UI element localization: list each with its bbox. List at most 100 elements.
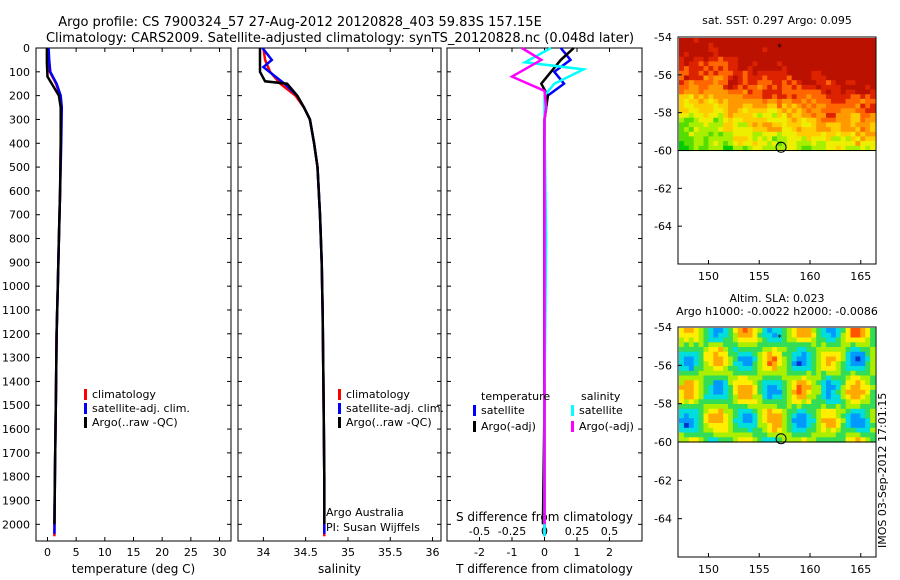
sla_map-cell xyxy=(777,370,783,377)
sst_map-cell xyxy=(791,70,798,77)
sst_map-cell xyxy=(835,47,842,53)
sla_map-cell xyxy=(723,437,729,443)
sst_map-cell xyxy=(835,42,842,48)
sla_map-cell xyxy=(752,370,758,377)
sla_map-cell xyxy=(767,423,773,429)
sla_map-cell xyxy=(855,385,861,391)
sla_map-cell xyxy=(732,332,739,339)
sst_map-cell xyxy=(850,66,856,72)
sst_map-ytick-label: -58 xyxy=(654,107,672,120)
sla_map-cell xyxy=(850,361,856,367)
sst_map-cell xyxy=(732,131,739,138)
sla_map-xtick-label: 155 xyxy=(749,563,770,576)
sst_map-cell xyxy=(835,75,842,81)
sla_map-cell xyxy=(777,413,783,419)
sst_map-cell xyxy=(870,145,876,152)
sla_map-cell xyxy=(781,366,788,372)
sla_map-cell xyxy=(816,408,822,415)
sla_map-cell xyxy=(767,347,773,353)
sst_map-cell xyxy=(860,127,866,133)
sla_map-cell xyxy=(830,370,837,377)
sst_map-cell xyxy=(752,47,758,53)
sst_map-cell xyxy=(801,94,807,100)
sst_map-cell xyxy=(850,127,856,133)
sla_map-cell xyxy=(688,366,695,372)
sst_map-cell xyxy=(723,84,729,91)
sla_map-cell xyxy=(732,356,739,362)
sst_map-cell xyxy=(772,52,778,58)
sst_map-cell xyxy=(816,113,822,119)
sst_map-cell xyxy=(698,80,705,86)
sst_map-cell xyxy=(801,117,807,123)
sst_map-cell xyxy=(835,103,842,109)
temperature-xtick-label: 10 xyxy=(98,546,112,559)
sst_map-cell xyxy=(728,117,734,123)
sst_map-cell xyxy=(870,47,876,53)
sst_map-cell xyxy=(737,131,744,138)
sst_map-cell xyxy=(728,42,734,48)
sla_map-cell xyxy=(732,418,739,424)
sla_map-cell xyxy=(796,413,803,419)
sst_map-cell xyxy=(752,127,758,133)
sla_map-cell xyxy=(728,408,734,415)
sst_map-cell xyxy=(742,84,749,91)
sla_map-cell xyxy=(835,380,842,386)
sst_map-cell xyxy=(821,117,827,123)
sst_map-cell xyxy=(816,141,822,147)
sst_map-cell xyxy=(845,66,852,72)
sla_map-cell xyxy=(767,337,773,343)
sla_map-cell xyxy=(762,337,768,343)
sla_map-cell xyxy=(683,380,690,386)
sla_map-cell xyxy=(821,375,827,381)
salinity-legend-swatch xyxy=(338,389,341,400)
sst_map-cell xyxy=(772,131,778,138)
sla_map-cell xyxy=(732,404,739,410)
sla_map-cell xyxy=(796,351,803,358)
sst_map-cell xyxy=(801,108,807,114)
sst_map-cell xyxy=(826,108,832,114)
sla_map-cell xyxy=(679,404,685,410)
sla_map-cell xyxy=(679,380,685,386)
sst_map-cell xyxy=(757,122,763,128)
sst_map-cell xyxy=(718,108,724,114)
sst_map-cell xyxy=(781,52,788,58)
sla_map-cell xyxy=(728,427,734,434)
sst_map-cell xyxy=(840,94,847,100)
sst_map-cell xyxy=(865,136,871,142)
sla_map-cell xyxy=(732,399,739,405)
sla_map-cell xyxy=(840,342,847,348)
sst_map-cell xyxy=(821,108,827,114)
sla_map-cell xyxy=(786,418,793,424)
sst_map-cell xyxy=(737,80,744,86)
sla_map-cell xyxy=(737,342,744,348)
temperature-xtick-label: 25 xyxy=(184,546,198,559)
sst_map-cell xyxy=(752,136,758,142)
sla_map-cell xyxy=(830,399,837,405)
sla_map-cell xyxy=(786,361,793,367)
sla_map-cell xyxy=(737,351,744,358)
sst_map-cell xyxy=(860,122,866,128)
sla_map-cell xyxy=(737,418,744,424)
sla_map-cell xyxy=(723,427,729,434)
temperature-ytick-label: 1300 xyxy=(2,352,30,365)
sla_map-cell xyxy=(816,404,822,410)
sst_map-cell xyxy=(865,103,871,109)
sla_map-cell xyxy=(693,408,700,415)
sla_map-cell xyxy=(855,427,861,434)
sla_map-cell xyxy=(816,337,822,343)
sst_map-cell xyxy=(772,108,778,114)
sst_map-cell xyxy=(723,117,729,123)
sla_map-cell xyxy=(860,356,866,362)
sst_map-cell xyxy=(683,131,690,138)
sst_map-cell xyxy=(683,84,690,91)
sst_map-cell xyxy=(772,56,778,63)
sst_map-cell xyxy=(688,145,695,152)
temperature-ytick-label: 1000 xyxy=(2,280,30,293)
sla_map-cell xyxy=(777,332,783,339)
sst_map-cell xyxy=(718,98,724,105)
sla_map-cell xyxy=(845,399,852,405)
sst_map-cell xyxy=(860,108,866,114)
sla_map-cell xyxy=(786,432,793,438)
sla_map-cell xyxy=(728,366,734,372)
sst_map-cell xyxy=(781,117,788,123)
